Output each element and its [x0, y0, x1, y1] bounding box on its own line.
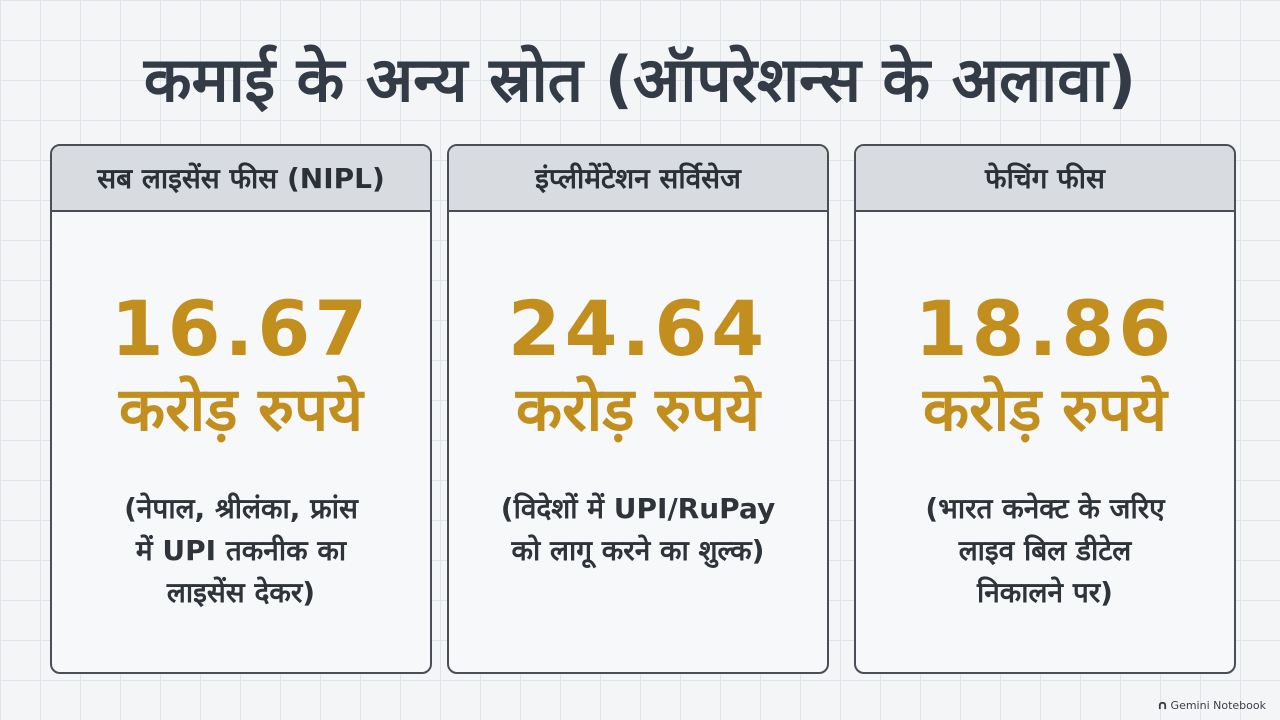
card-header: सब लाइसेंस फीस (NIPL)	[52, 146, 430, 212]
card-description: (विदेशों में UPI/RuPay को लागू करने का श…	[449, 488, 827, 572]
card-unit: करोड़ रुपये	[516, 375, 760, 445]
card-description-line: लाइव बिल डीटेल	[958, 534, 1132, 567]
card-description-line: को लागू करने का शुल्क)	[511, 534, 765, 567]
card-description-line: निकालने पर)	[977, 576, 1113, 609]
revenue-card-implementation-services: इंप्लीमेंटेशन सर्विसेज 24.64 करोड़ रुपये…	[447, 144, 829, 674]
card-amount: 24.64	[507, 284, 769, 373]
card-header: इंप्लीमेंटेशन सर्विसेज	[449, 146, 827, 212]
card-header: फेचिंग फीस	[856, 146, 1234, 212]
watermark: Gemini Notebook	[1158, 699, 1266, 712]
page-title: कमाई के अन्य स्रोत (ऑपरेशन्स के अलावा)	[143, 43, 1137, 116]
revenue-card-sub-license-fee: सब लाइसेंस फीस (NIPL) 16.67 करोड़ रुपये …	[50, 144, 432, 674]
watermark-text: Gemini Notebook	[1170, 699, 1266, 712]
card-description-line: लाइसेंस देकर)	[166, 576, 316, 609]
revenue-card-fetching-fee: फेचिंग फीस 18.86 करोड़ रुपये (भारत कनेक्…	[854, 144, 1236, 674]
card-description-line: में UPI तकनीक का	[135, 534, 347, 567]
card-amount: 18.86	[914, 284, 1176, 373]
card-description-line: (नेपाल, श्रीलंका, फ्रांस	[124, 492, 358, 525]
card-description: (नेपाल, श्रीलंका, फ्रांस में UPI तकनीक क…	[52, 488, 430, 614]
card-description: (भारत कनेक्ट के जरिए लाइव बिल डीटेल निका…	[856, 488, 1234, 614]
card-amount: 16.67	[110, 284, 372, 373]
card-description-line: (विदेशों में UPI/RuPay	[500, 492, 776, 525]
gemini-notebook-icon	[1158, 701, 1166, 710]
card-unit: करोड़ रुपये	[923, 375, 1167, 445]
card-description-line: (भारत कनेक्ट के जरिए	[925, 492, 1165, 525]
card-unit: करोड़ रुपये	[119, 375, 363, 445]
